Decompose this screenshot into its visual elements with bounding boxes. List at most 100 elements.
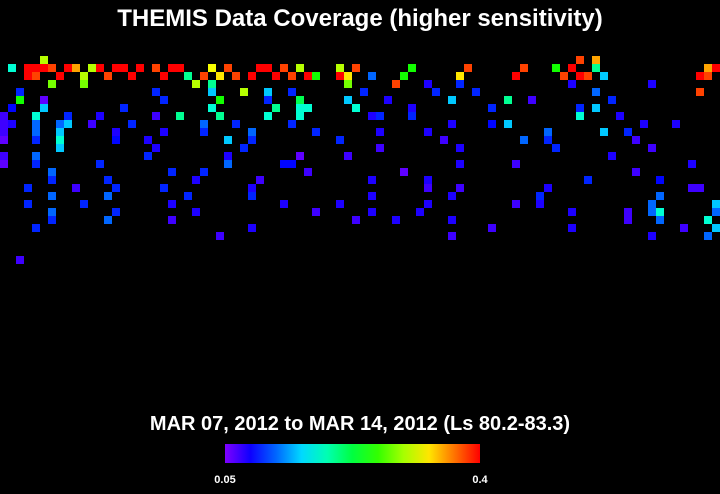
- coverage-cell: [336, 136, 344, 144]
- coverage-cell: [0, 136, 8, 144]
- coverage-cell: [504, 96, 512, 104]
- coverage-cell: [56, 72, 64, 80]
- coverage-cell: [96, 160, 104, 168]
- coverage-cell: [48, 80, 56, 88]
- coverage-cell: [88, 120, 96, 128]
- coverage-cell: [72, 184, 80, 192]
- coverage-cell: [688, 184, 696, 192]
- coverage-cell: [528, 96, 536, 104]
- coverage-cell: [696, 72, 704, 80]
- coverage-cell: [48, 64, 56, 72]
- coverage-cell: [448, 216, 456, 224]
- coverage-cell: [248, 72, 256, 80]
- coverage-cell: [0, 152, 8, 160]
- coverage-cell: [152, 88, 160, 96]
- coverage-cell: [296, 64, 304, 72]
- coverage-cell: [184, 72, 192, 80]
- coverage-cell: [552, 144, 560, 152]
- coverage-cell: [344, 96, 352, 104]
- coverage-cell: [160, 128, 168, 136]
- coverage-cell: [256, 176, 264, 184]
- coverage-cell: [368, 112, 376, 120]
- coverage-cell: [64, 112, 72, 120]
- coverage-cell: [120, 104, 128, 112]
- coverage-cell: [648, 208, 656, 216]
- coverage-cell: [104, 192, 112, 200]
- coverage-cell: [688, 160, 696, 168]
- coverage-cell: [232, 120, 240, 128]
- coverage-cell: [88, 64, 96, 72]
- coverage-cell: [352, 64, 360, 72]
- coverage-cell: [32, 64, 40, 72]
- chart-title: THEMIS Data Coverage (higher sensitivity…: [117, 5, 602, 32]
- coverage-cell: [80, 200, 88, 208]
- coverage-cell: [304, 72, 312, 80]
- coverage-cell: [456, 160, 464, 168]
- coverage-cell: [160, 184, 168, 192]
- coverage-cell: [272, 72, 280, 80]
- coverage-cell: [168, 64, 176, 72]
- coverage-cell: [544, 184, 552, 192]
- coverage-cell: [64, 64, 72, 72]
- coverage-cell: [160, 96, 168, 104]
- chart-subtitle: MAR 07, 2012 to MAR 14, 2012 (Ls 80.2-83…: [150, 413, 570, 435]
- coverage-cell: [168, 168, 176, 176]
- coverage-cell: [536, 192, 544, 200]
- coverage-cell: [312, 72, 320, 80]
- coverage-cell: [448, 232, 456, 240]
- coverage-cell: [112, 184, 120, 192]
- coverage-cell: [128, 72, 136, 80]
- coverage-cell: [592, 56, 600, 64]
- coverage-cell: [712, 208, 720, 216]
- coverage-cell: [336, 200, 344, 208]
- coverage-cell: [368, 176, 376, 184]
- coverage-cell: [240, 144, 248, 152]
- coverage-cell: [568, 224, 576, 232]
- coverage-cell: [632, 168, 640, 176]
- coverage-cell: [344, 72, 352, 80]
- coverage-cell: [608, 152, 616, 160]
- coverage-cell: [168, 200, 176, 208]
- coverage-cell: [56, 136, 64, 144]
- coverage-cell: [200, 72, 208, 80]
- coverage-cell: [424, 176, 432, 184]
- coverage-cell: [280, 64, 288, 72]
- coverage-cell: [360, 88, 368, 96]
- coverage-cell: [56, 128, 64, 136]
- coverage-cell: [296, 96, 304, 104]
- coverage-cell: [456, 184, 464, 192]
- coverage-cell: [288, 72, 296, 80]
- coverage-cell: [696, 184, 704, 192]
- coverage-cell: [24, 200, 32, 208]
- coverage-cell: [696, 88, 704, 96]
- coverage-cell: [72, 64, 80, 72]
- coverage-cell: [704, 216, 712, 224]
- coverage-cell: [216, 72, 224, 80]
- coverage-cell: [56, 120, 64, 128]
- coverage-cell: [208, 80, 216, 88]
- coverage-cell: [584, 72, 592, 80]
- coverage-cell: [408, 104, 416, 112]
- coverage-cell: [32, 72, 40, 80]
- coverage-cell: [648, 200, 656, 208]
- coverage-cell: [704, 232, 712, 240]
- coverage-cell: [104, 216, 112, 224]
- coverage-cell: [520, 136, 528, 144]
- coverage-cell: [656, 192, 664, 200]
- coverage-cell: [208, 104, 216, 112]
- coverage-cell: [24, 72, 32, 80]
- coverage-cell: [288, 160, 296, 168]
- coverage-cell: [472, 88, 480, 96]
- coverage-cell: [208, 64, 216, 72]
- coverage-cell: [152, 112, 160, 120]
- coverage-cell: [488, 104, 496, 112]
- coverage-cell: [368, 72, 376, 80]
- coverage-cell: [424, 184, 432, 192]
- coverage-cell: [288, 88, 296, 96]
- coverage-cell: [200, 128, 208, 136]
- coverage-cell: [368, 208, 376, 216]
- coverage-cell: [576, 112, 584, 120]
- coverage-cell: [224, 136, 232, 144]
- coverage-cell: [520, 64, 528, 72]
- coverage-cell: [584, 176, 592, 184]
